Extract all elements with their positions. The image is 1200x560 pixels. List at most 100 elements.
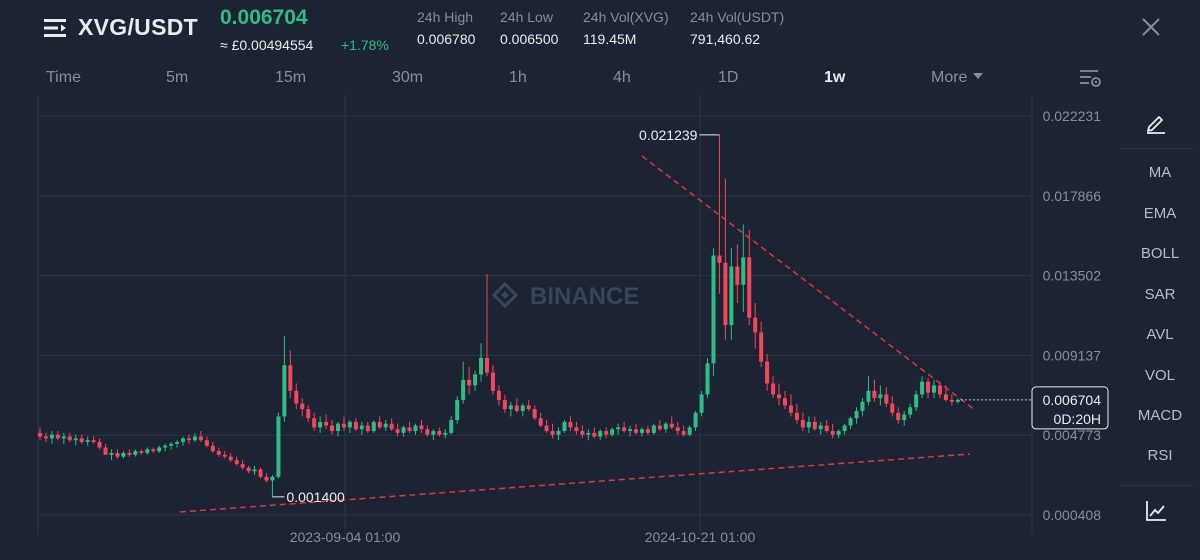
candle-body (890, 403, 895, 413)
indicator-boll[interactable]: BOLL (1140, 245, 1180, 262)
candle (288, 350, 293, 399)
tab-1d[interactable]: 1D (718, 69, 739, 86)
tab-4h[interactable]: 4h (613, 69, 631, 86)
candle (544, 420, 549, 433)
candle-body (848, 418, 853, 426)
tab-1h[interactable]: 1h (509, 69, 527, 86)
candle-body (788, 405, 793, 413)
candle-body (336, 423, 340, 432)
stat-label-24h-vol-base: 24h Vol(XVG) (583, 9, 669, 25)
y-tick-label: 0.000408 (1043, 507, 1102, 523)
candlestick-chart[interactable]: BINANCE 0.022231 0.017866 0.013502 0.009137… (0, 95, 1120, 560)
pencil-icon[interactable] (1145, 112, 1167, 134)
trendlines (179, 155, 976, 513)
candle (932, 379, 936, 399)
candle-body (300, 403, 305, 410)
candle (574, 421, 579, 435)
fiat-price: ≈ £0.00494554 (220, 37, 314, 53)
tab-30m[interactable]: 30m (392, 69, 424, 86)
candle-body (622, 427, 627, 432)
trading-pair-title[interactable]: XVG/USDT (78, 14, 198, 40)
line-chart-icon[interactable] (1145, 500, 1167, 522)
candle-body (73, 438, 78, 441)
candle-body (443, 432, 448, 435)
indicator-vol[interactable]: VOL (1144, 367, 1175, 384)
support-trendline (179, 453, 971, 513)
stat-label-24h-low: 24h Low (500, 9, 553, 25)
candle-body (413, 425, 418, 432)
tab-1w[interactable]: 1w (824, 69, 846, 86)
candle (312, 412, 317, 432)
settings-icon[interactable] (1078, 66, 1102, 90)
candle-body (562, 421, 567, 432)
candle-body (455, 399, 460, 421)
candle-body (693, 412, 698, 428)
binance-watermark-logo-icon (491, 281, 519, 309)
candle (568, 416, 573, 432)
candle-body (341, 423, 346, 428)
candle-body (234, 460, 239, 464)
stat-value-24h-low: 0.006500 (500, 31, 559, 47)
tab-15m[interactable]: 15m (275, 69, 307, 86)
price-chart[interactable]: BINANCE 0.022231 0.017866 0.013502 0.009137… (0, 95, 1120, 560)
candle (175, 440, 180, 448)
candle (896, 407, 901, 424)
candle-body (365, 425, 370, 432)
candle-body (854, 410, 859, 419)
stat-value-24h-vol-base: 119.45M (583, 31, 637, 47)
candle-body (353, 421, 358, 430)
candle-body (932, 385, 936, 393)
candle-body (735, 266, 740, 285)
indicator-rsi[interactable]: RSI (1147, 447, 1173, 464)
indicator-ema[interactable]: EMA (1143, 205, 1177, 222)
indicator-toolbar: MA EMA BOLL SAR AVL VOL MACD RSI (1120, 95, 1200, 560)
candle (675, 421, 680, 435)
candle (669, 416, 674, 430)
candle-body (479, 357, 484, 375)
indicator-ma[interactable]: MA (1148, 164, 1172, 181)
close-icon[interactable] (1138, 14, 1164, 40)
candle-body (657, 425, 662, 430)
candle (872, 379, 877, 402)
candle (38, 427, 42, 441)
indicator-sar[interactable]: SAR (1144, 286, 1176, 303)
candle (747, 229, 752, 325)
candle (61, 432, 66, 444)
candle-body (330, 425, 335, 432)
candle-body (377, 421, 382, 428)
candle-body (276, 416, 281, 477)
candle-body (610, 429, 615, 435)
candle-body (306, 409, 311, 419)
candle-body (783, 398, 787, 406)
candle (252, 465, 257, 475)
candle-body (192, 436, 197, 441)
candle-body (908, 407, 913, 415)
tab-time[interactable]: Time (46, 69, 81, 86)
tab-5m[interactable]: 5m (166, 69, 189, 86)
candle (306, 405, 311, 422)
candle (788, 394, 793, 417)
candle-body (920, 381, 925, 395)
candle-body (771, 383, 776, 395)
candle (926, 378, 931, 399)
candle (359, 421, 364, 435)
candle (169, 442, 174, 450)
binance-watermark: BINANCE (530, 283, 639, 310)
candle-body (91, 440, 96, 443)
candle (419, 420, 424, 433)
candle-body (729, 266, 734, 325)
menu-icon[interactable] (44, 18, 66, 38)
indicator-avl[interactable]: AVL (1146, 326, 1174, 343)
candle-body (496, 390, 501, 400)
candle-body (157, 447, 162, 452)
candle (151, 447, 156, 453)
candle-body (407, 427, 412, 432)
tab-more[interactable]: More (931, 69, 984, 87)
candle (145, 447, 150, 455)
candle (139, 449, 144, 455)
candle-body (216, 451, 221, 455)
candle-body (198, 436, 203, 441)
candle-body (145, 449, 150, 453)
indicator-macd[interactable]: MACD (1137, 407, 1183, 424)
candle-body (860, 401, 865, 411)
